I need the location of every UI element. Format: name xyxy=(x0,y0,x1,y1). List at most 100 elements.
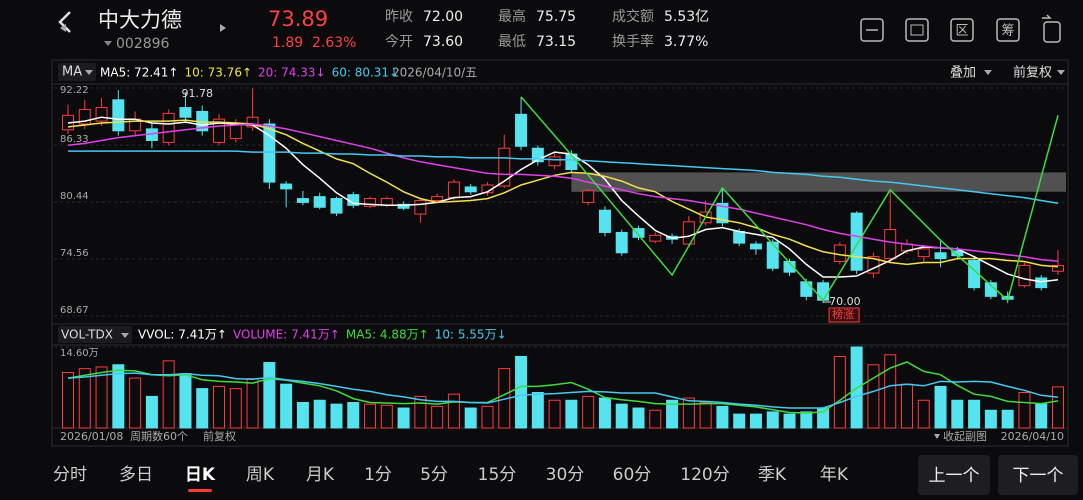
volume-bar xyxy=(951,399,964,429)
collapse-button[interactable]: 收起副图 xyxy=(943,429,987,443)
ma-legend: 20: 74.33↓ xyxy=(258,66,326,80)
next-button[interactable] xyxy=(998,455,1078,495)
volume-bar xyxy=(95,366,108,429)
y-tick-label: 68.67 xyxy=(60,305,89,316)
candle-body xyxy=(213,118,226,143)
icon-minimize[interactable] xyxy=(860,18,884,42)
candle-body xyxy=(498,147,511,187)
volume-bar xyxy=(1052,386,1064,429)
annotation: 91.78 xyxy=(181,87,213,100)
annotation: 榜涨 xyxy=(832,307,854,321)
code-caret xyxy=(104,41,112,46)
candle-body xyxy=(179,107,192,118)
candle-body xyxy=(766,241,779,269)
period-tab[interactable]: 季K xyxy=(758,465,787,485)
volume-legend: VOLUME: 7.41万↑ xyxy=(233,328,340,342)
candle-body xyxy=(464,186,477,193)
chart-frame xyxy=(51,59,1069,447)
volume-indicator: VOL-TDX xyxy=(61,328,113,342)
period-tab[interactable]: 分时 xyxy=(53,465,87,485)
period-tab[interactable]: 60分 xyxy=(613,465,652,485)
volume-bar xyxy=(129,377,142,429)
overlay-button[interactable]: 叠加 xyxy=(950,66,976,81)
stock-code: 002896 xyxy=(116,36,170,52)
indicator-button[interactable] xyxy=(58,63,96,81)
tag-box xyxy=(828,307,860,323)
period-tab[interactable]: 5分 xyxy=(420,465,448,485)
adjust-button[interactable]: 前复权 xyxy=(1013,65,1052,81)
stat-value: 75.75 xyxy=(536,9,576,25)
candle-body xyxy=(749,243,762,250)
icon-glyph: 筹 xyxy=(1001,23,1014,39)
candle-body xyxy=(615,231,628,254)
ma-legend: 60: 80.31↓ xyxy=(332,66,400,80)
ma-legend: MA5: 72.41↑ xyxy=(100,66,178,80)
period-tab[interactable]: 多日 xyxy=(119,465,153,485)
candle-body xyxy=(917,248,930,258)
y-tick-label: 74.56 xyxy=(60,248,89,259)
candle-body xyxy=(263,123,276,183)
volume-bar xyxy=(833,355,846,429)
volume-bar xyxy=(1035,403,1048,429)
next-label: 下一个 xyxy=(1013,466,1064,486)
back-button[interactable] xyxy=(58,11,71,33)
stat-label: 最高 xyxy=(498,8,526,25)
zigzag-line xyxy=(520,96,1059,302)
price: 73.89 xyxy=(268,7,328,31)
candle-body xyxy=(246,116,259,128)
icon-glyph: 区 xyxy=(955,24,968,39)
icon-board[interactable] xyxy=(905,18,929,42)
period-tab[interactable]: 月K xyxy=(306,465,335,485)
candle-body xyxy=(95,107,108,122)
volume-bar xyxy=(213,385,226,429)
ma-line xyxy=(67,123,1059,262)
candle-body xyxy=(649,234,662,242)
prev-stock[interactable] xyxy=(60,24,66,32)
indicator-button[interactable] xyxy=(58,326,132,343)
volume-bar xyxy=(1018,391,1031,429)
volume-bar xyxy=(263,362,276,429)
volume-ma-line xyxy=(67,372,1059,409)
volume-bar xyxy=(246,378,259,429)
icon-chip[interactable] xyxy=(996,18,1020,42)
volume-bar xyxy=(716,405,729,429)
period-tab[interactable]: 周K xyxy=(246,465,275,485)
candle-body xyxy=(229,123,242,140)
period-tab[interactable]: 日K xyxy=(185,465,216,485)
date: 2026/04/10/五 xyxy=(392,66,477,80)
period-tab[interactable]: 15分 xyxy=(478,465,517,485)
volume-bar xyxy=(145,395,158,429)
candle-body xyxy=(515,113,528,147)
ma-line xyxy=(67,116,1059,283)
period-count: 周期数60个 xyxy=(130,430,188,443)
volume-bar xyxy=(917,399,930,429)
volume-bar xyxy=(78,368,91,429)
volume-bar xyxy=(615,403,628,429)
volume-bar xyxy=(364,403,377,429)
caret xyxy=(934,434,940,439)
candle-body xyxy=(296,198,309,203)
stat-label: 昨收 xyxy=(385,9,413,25)
candle-body xyxy=(867,256,880,274)
candle-body xyxy=(397,203,410,209)
prev-button[interactable] xyxy=(918,455,990,495)
stat-label: 换手率 xyxy=(612,33,654,50)
toolbar-icons: 区 筹 xyxy=(860,14,1061,43)
period-tab[interactable]: 年K xyxy=(820,465,849,485)
caret xyxy=(984,70,992,75)
candle-body xyxy=(330,198,343,214)
next-stock[interactable] xyxy=(220,24,226,32)
candle-body xyxy=(733,230,746,244)
prev-label: 上一个 xyxy=(929,466,980,486)
volume-bar xyxy=(666,399,679,429)
period-tab[interactable]: 30分 xyxy=(546,465,585,485)
icon-zone[interactable] xyxy=(950,18,974,42)
icon-rotate[interactable] xyxy=(1043,21,1061,43)
resistance-zone xyxy=(571,172,1066,192)
change: 1.89 xyxy=(272,35,303,51)
period-tab[interactable]: 120分 xyxy=(680,465,729,485)
stat-label: 最低 xyxy=(498,34,526,50)
period-tab[interactable]: 1分 xyxy=(364,465,392,485)
candle-body xyxy=(162,112,175,143)
candle-body xyxy=(850,212,863,271)
